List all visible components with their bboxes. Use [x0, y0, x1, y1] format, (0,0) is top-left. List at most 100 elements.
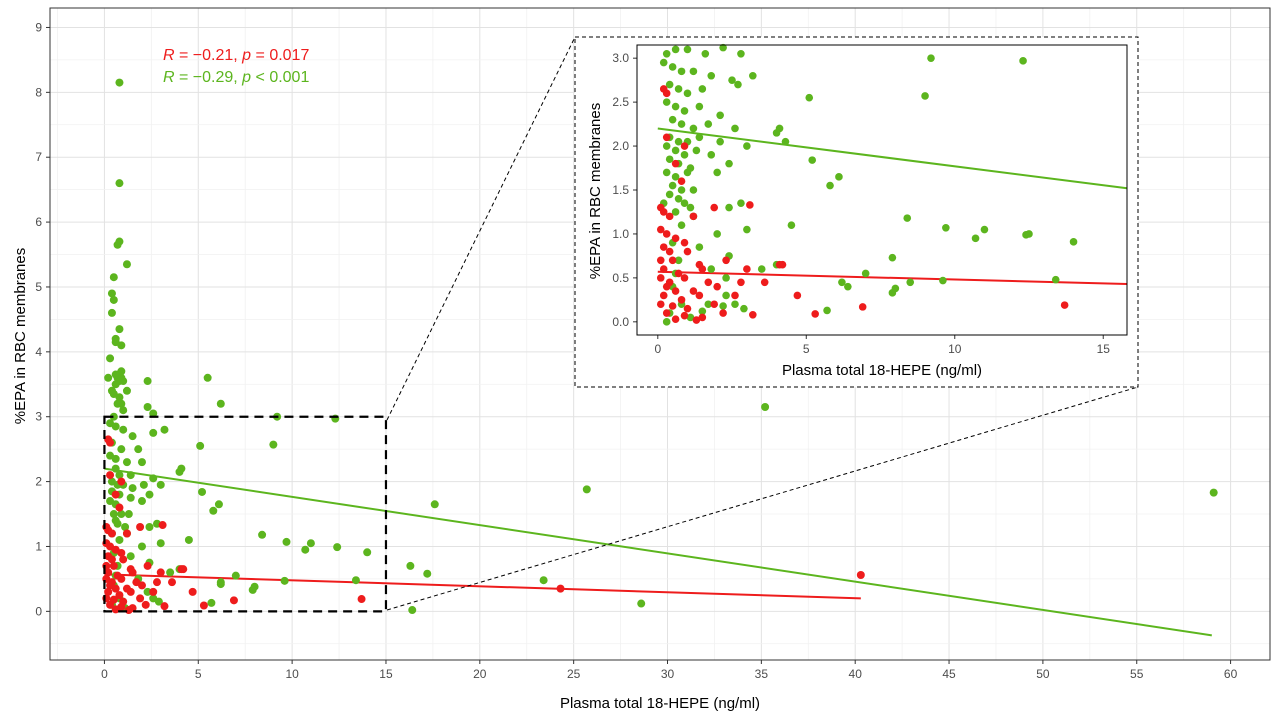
data-point	[760, 278, 769, 287]
data-point	[725, 159, 733, 168]
data-point	[659, 265, 668, 273]
data-point	[109, 412, 118, 421]
data-point	[656, 274, 665, 282]
y-tick-label: 1.5	[612, 183, 629, 197]
annotation-red-r-value: = −0.21,	[175, 47, 243, 64]
data-point	[695, 243, 704, 251]
y-tick-label: 0	[35, 604, 42, 618]
data-point	[683, 304, 692, 313]
y-tick-label: 3.0	[612, 51, 629, 65]
data-point	[1069, 238, 1078, 246]
data-point	[156, 480, 165, 489]
data-point	[111, 422, 120, 431]
data-point	[823, 306, 831, 315]
data-point	[689, 287, 698, 295]
data-point	[128, 484, 137, 493]
data-point	[692, 146, 701, 155]
data-point	[188, 587, 197, 596]
data-point	[662, 318, 671, 326]
data-point	[927, 54, 935, 62]
data-point	[104, 568, 113, 577]
data-point	[166, 568, 175, 577]
y-tick-label: 2.0	[612, 139, 629, 153]
data-point	[698, 307, 707, 316]
trend-line	[104, 467, 1212, 637]
data-point	[662, 133, 671, 142]
data-point	[686, 203, 695, 212]
data-point	[698, 265, 707, 273]
y-tick-label: 7	[35, 150, 42, 164]
data-point	[143, 587, 152, 596]
x-tick-label: 50	[1036, 667, 1050, 681]
data-point	[716, 137, 724, 146]
data-point	[109, 510, 118, 519]
data-point	[111, 380, 120, 389]
y-tick-label: 1.0	[612, 227, 629, 241]
data-point	[698, 85, 707, 93]
data-point	[107, 308, 116, 317]
x-tick-label: 35	[755, 667, 769, 681]
data-point	[109, 295, 118, 304]
data-point	[674, 269, 683, 278]
zoom-connector-top	[386, 36, 576, 421]
main-plot-border	[49, 7, 1271, 661]
data-point	[113, 519, 122, 528]
data-point	[637, 599, 646, 608]
data-point	[671, 45, 680, 54]
x-tick-label: 0	[654, 342, 661, 356]
data-point	[662, 230, 671, 238]
correlation-annotation-green: R = −0.29, p < 0.001	[163, 69, 309, 86]
data-point	[737, 278, 745, 287]
data-point	[128, 432, 137, 441]
data-point	[104, 587, 113, 596]
data-point	[737, 49, 745, 58]
data-point	[143, 561, 152, 570]
data-point	[728, 76, 736, 84]
data-point	[168, 578, 176, 587]
data-point	[665, 212, 674, 221]
inset-x-axis-label: Plasma total 18-HEPE (ng/ml)	[782, 362, 982, 379]
data-point	[662, 142, 671, 150]
data-point	[704, 278, 713, 287]
x-tick-label: 5	[803, 342, 810, 356]
data-point	[117, 510, 126, 519]
data-point	[698, 313, 707, 322]
data-point	[117, 548, 126, 557]
data-point	[363, 548, 372, 557]
data-point	[137, 497, 146, 506]
x-tick-label: 40	[849, 667, 863, 681]
data-point	[149, 474, 158, 483]
y-tick-label: 9	[35, 20, 42, 34]
data-point	[856, 571, 865, 580]
data-point	[160, 425, 169, 434]
data-point	[686, 313, 695, 322]
y-tick-label: 4	[35, 345, 42, 359]
data-point	[124, 606, 133, 615]
data-point	[656, 256, 665, 265]
data-point	[306, 539, 315, 548]
x-tick-label: 25	[567, 667, 581, 681]
main-y-ticks: 0 1 2 3 4 5 6 7 8 9	[35, 20, 50, 618]
data-point	[301, 545, 310, 554]
data-point	[668, 181, 677, 190]
data-point	[231, 571, 240, 580]
data-point	[539, 576, 548, 585]
data-point	[722, 274, 730, 282]
data-point	[115, 237, 124, 246]
data-point	[689, 186, 698, 194]
data-point	[134, 445, 143, 454]
data-point	[668, 63, 677, 71]
data-point	[115, 471, 124, 480]
data-point	[671, 287, 680, 295]
data-point	[1025, 230, 1033, 238]
data-point	[858, 303, 867, 311]
data-point	[692, 316, 701, 324]
data-point	[671, 159, 680, 168]
data-point	[775, 260, 784, 269]
data-point	[674, 85, 683, 93]
data-point	[115, 591, 124, 600]
data-point	[861, 269, 870, 278]
data-point	[707, 71, 716, 80]
data-point	[680, 274, 689, 282]
